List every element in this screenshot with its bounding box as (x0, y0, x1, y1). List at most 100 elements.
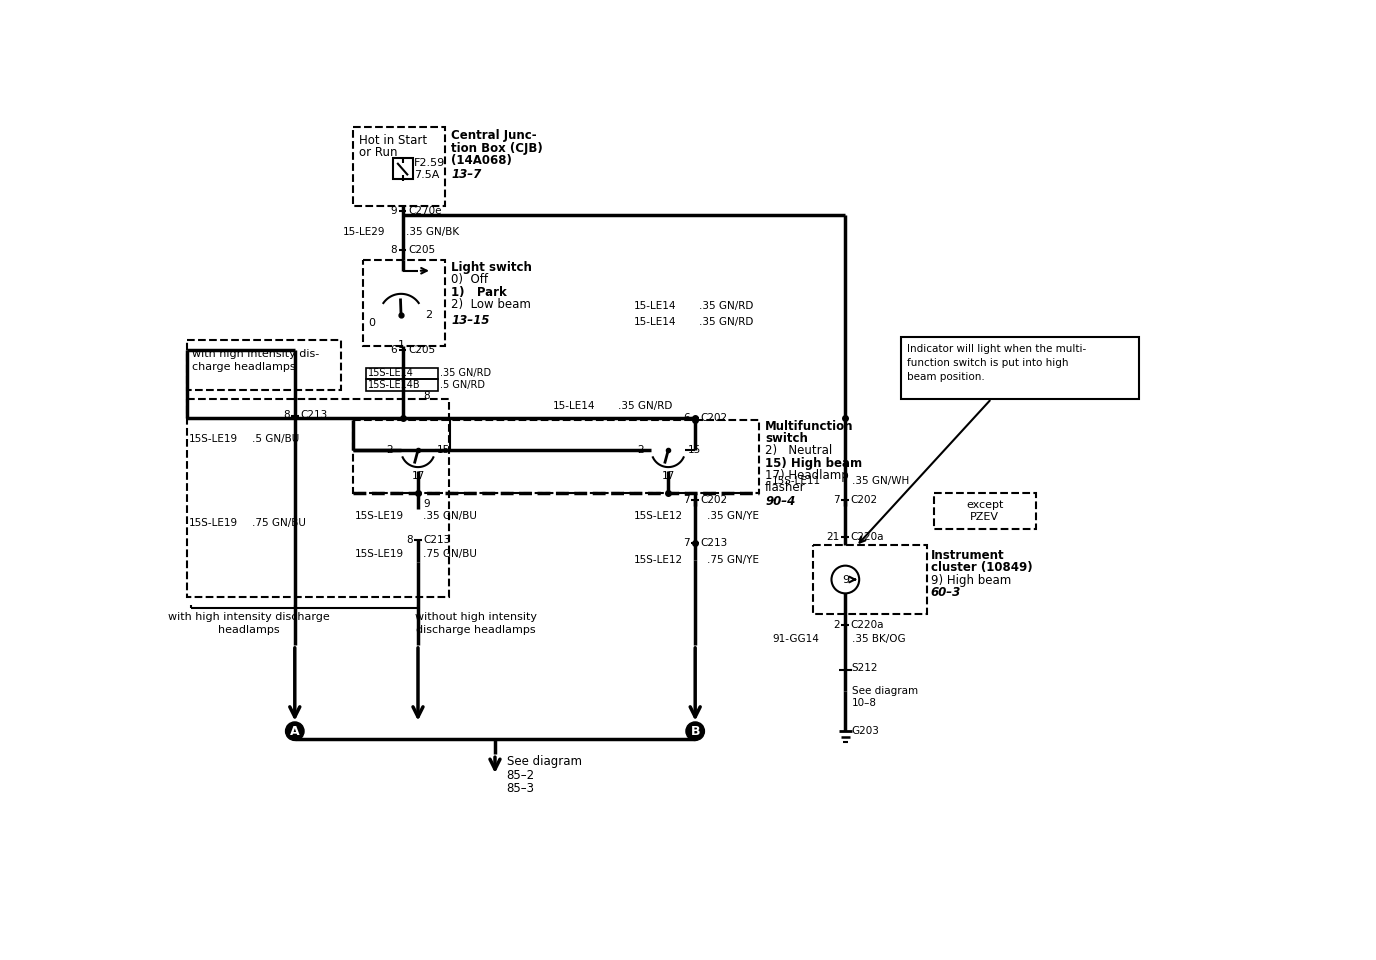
Bar (813, 545, 927, 614)
Text: 13–15: 13–15 (451, 314, 490, 326)
Text: C220a: C220a (850, 620, 885, 630)
Text: Light switch: Light switch (451, 261, 533, 275)
Circle shape (687, 722, 705, 740)
Text: 15S-LE19: 15S-LE19 (189, 518, 238, 528)
Text: 10–8: 10–8 (852, 699, 877, 708)
Text: .35 GN/RD: .35 GN/RD (439, 368, 491, 378)
Text: 15S-LE12: 15S-LE12 (633, 555, 682, 565)
Text: .35 GN/RD: .35 GN/RD (699, 317, 754, 326)
Text: 17) Headlamp: 17) Headlamp (765, 469, 849, 482)
Text: .75 GN/BU: .75 GN/BU (424, 549, 477, 559)
Text: 2: 2 (425, 310, 432, 321)
Text: 15S-LE14B: 15S-LE14B (367, 380, 421, 390)
Text: with high intensity dis-: with high intensity dis- (193, 348, 319, 359)
Text: 60–3: 60–3 (930, 587, 960, 599)
Text: Hot in Start: Hot in Start (359, 134, 427, 147)
Text: See diagram: See diagram (852, 686, 918, 696)
Text: 7: 7 (682, 538, 689, 547)
Text: C202: C202 (700, 413, 728, 422)
Text: C213: C213 (424, 536, 450, 545)
Text: 85–3: 85–3 (506, 781, 534, 795)
Text: Instrument: Instrument (930, 549, 1004, 563)
Text: Multifunction: Multifunction (765, 420, 853, 433)
Text: tion Box (CJB): tion Box (CJB) (451, 142, 544, 155)
Text: .5 GN/BU: .5 GN/BU (252, 434, 300, 444)
Circle shape (286, 722, 304, 740)
Text: A: A (290, 725, 300, 737)
Text: 7: 7 (682, 495, 689, 505)
Text: switch: switch (765, 432, 808, 445)
Text: 21: 21 (827, 532, 839, 542)
Text: 15-LE14: 15-LE14 (633, 317, 676, 326)
Bar (934, 492, 1036, 530)
Text: .35 GN/BK: .35 GN/BK (406, 228, 460, 237)
Text: PZEV: PZEV (970, 512, 999, 522)
Text: 15S-LE12: 15S-LE12 (633, 511, 682, 520)
Text: B: B (691, 725, 700, 737)
Bar (366, 368, 438, 379)
Text: 9: 9 (391, 206, 398, 216)
Text: 91-GG14: 91-GG14 (772, 634, 819, 644)
Text: 7.5A: 7.5A (414, 170, 439, 180)
Text: 17: 17 (662, 471, 674, 481)
Text: See diagram: See diagram (506, 756, 582, 769)
Text: C270e: C270e (407, 206, 442, 216)
Text: F2.59: F2.59 (414, 158, 446, 168)
Text: 15-LE14: 15-LE14 (553, 401, 596, 411)
Text: headlamps: headlamps (217, 625, 279, 635)
Text: cluster (10849): cluster (10849) (930, 562, 1032, 574)
Text: 1)   Park: 1) Park (451, 286, 506, 299)
Bar (362, 260, 444, 347)
Text: 6: 6 (391, 345, 398, 355)
Text: 2: 2 (637, 445, 644, 455)
Text: 1: 1 (398, 340, 405, 350)
Text: S212: S212 (852, 663, 878, 673)
Text: C202: C202 (700, 495, 728, 505)
Text: 15S-LE14: 15S-LE14 (367, 368, 414, 378)
Text: 8: 8 (406, 536, 413, 545)
Text: 15S-LE19: 15S-LE19 (189, 434, 238, 444)
Text: flasher: flasher (765, 481, 806, 494)
Text: .35 GN/WH: .35 GN/WH (852, 476, 908, 486)
Text: 15: 15 (438, 445, 450, 455)
Text: without high intensity: without high intensity (414, 612, 537, 622)
Bar (187, 398, 449, 597)
Text: 0: 0 (369, 318, 376, 328)
Text: .35 GN/RD: .35 GN/RD (618, 401, 673, 411)
Bar (901, 337, 1139, 398)
Bar (352, 127, 444, 206)
Text: .35 BK/OG: .35 BK/OG (852, 634, 905, 644)
Text: or Run: or Run (359, 147, 398, 159)
Text: 9) High beam: 9) High beam (930, 574, 1011, 587)
Text: 15-LE14: 15-LE14 (633, 301, 676, 311)
Text: (14A068): (14A068) (451, 155, 512, 167)
Text: .35 GN/YE: .35 GN/YE (707, 511, 758, 520)
Text: C202: C202 (850, 495, 878, 505)
Text: C213: C213 (300, 411, 327, 420)
Text: 2)  Low beam: 2) Low beam (451, 299, 531, 311)
Text: 15-LE29: 15-LE29 (343, 228, 385, 237)
Text: 15S-LE11: 15S-LE11 (772, 476, 821, 486)
Text: 90–4: 90–4 (765, 495, 795, 508)
Bar (187, 340, 341, 390)
Text: 15: 15 (688, 445, 700, 455)
Text: 2: 2 (387, 445, 394, 455)
Text: 0)  Off: 0) Off (451, 274, 488, 286)
Text: 9: 9 (842, 574, 849, 585)
Text: 15) High beam: 15) High beam (765, 457, 863, 469)
Text: 8: 8 (283, 411, 289, 420)
Text: C213: C213 (700, 538, 728, 547)
Text: C205: C205 (407, 245, 435, 255)
Text: Central Junc-: Central Junc- (451, 130, 537, 142)
Text: .5 GN/RD: .5 GN/RD (439, 380, 484, 390)
Text: Indicator will light when the multi-: Indicator will light when the multi- (907, 345, 1086, 354)
Bar (352, 420, 760, 493)
Text: beam position.: beam position. (907, 372, 985, 382)
Text: with high intensity discharge: with high intensity discharge (168, 612, 329, 622)
Text: .75 GN/BU: .75 GN/BU (252, 518, 307, 528)
Text: 15S-LE19: 15S-LE19 (355, 549, 405, 559)
Bar (366, 379, 438, 391)
Text: 2: 2 (834, 620, 839, 630)
Text: 8: 8 (391, 245, 398, 255)
Text: 6: 6 (682, 413, 689, 422)
